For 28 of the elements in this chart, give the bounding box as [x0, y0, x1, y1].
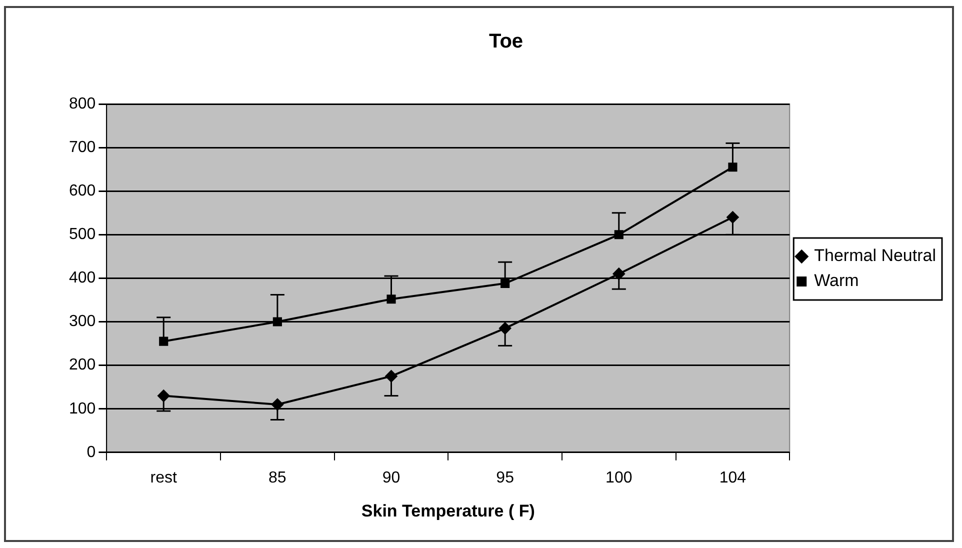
y-tick-label: 800 [68, 95, 96, 112]
y-tick-label: 400 [68, 270, 96, 287]
y-tick-label: 500 [68, 226, 96, 244]
point [614, 230, 624, 240]
x-tick-label: rest [150, 469, 178, 486]
point [500, 278, 510, 288]
y-tick-label: 700 [68, 138, 96, 156]
point [728, 162, 738, 172]
chart-title: Toe [488, 30, 524, 53]
point [386, 294, 396, 304]
x-tick-label: 90 [382, 469, 400, 486]
x-tick-label: 95 [496, 469, 514, 486]
legend-label: Thermal Neutral [814, 246, 936, 266]
x-tick-label: 100 [606, 469, 632, 486]
x-axis-title: Skin Temperature ( F) [361, 501, 535, 520]
legend-label: Warm [814, 271, 859, 290]
y-tick-label: 100 [68, 400, 96, 418]
point [612, 268, 625, 280]
x-tick-label: 104 [719, 469, 746, 486]
point [499, 322, 512, 334]
x-tick-label: 85 [268, 469, 286, 486]
y-tick-label: 200 [68, 356, 96, 374]
y-tick-label: 600 [68, 182, 96, 200]
point [272, 317, 282, 326]
y-tick-label: 0 [86, 444, 96, 461]
point [158, 390, 170, 402]
point [159, 336, 168, 346]
y-tick-label: 300 [68, 313, 96, 330]
